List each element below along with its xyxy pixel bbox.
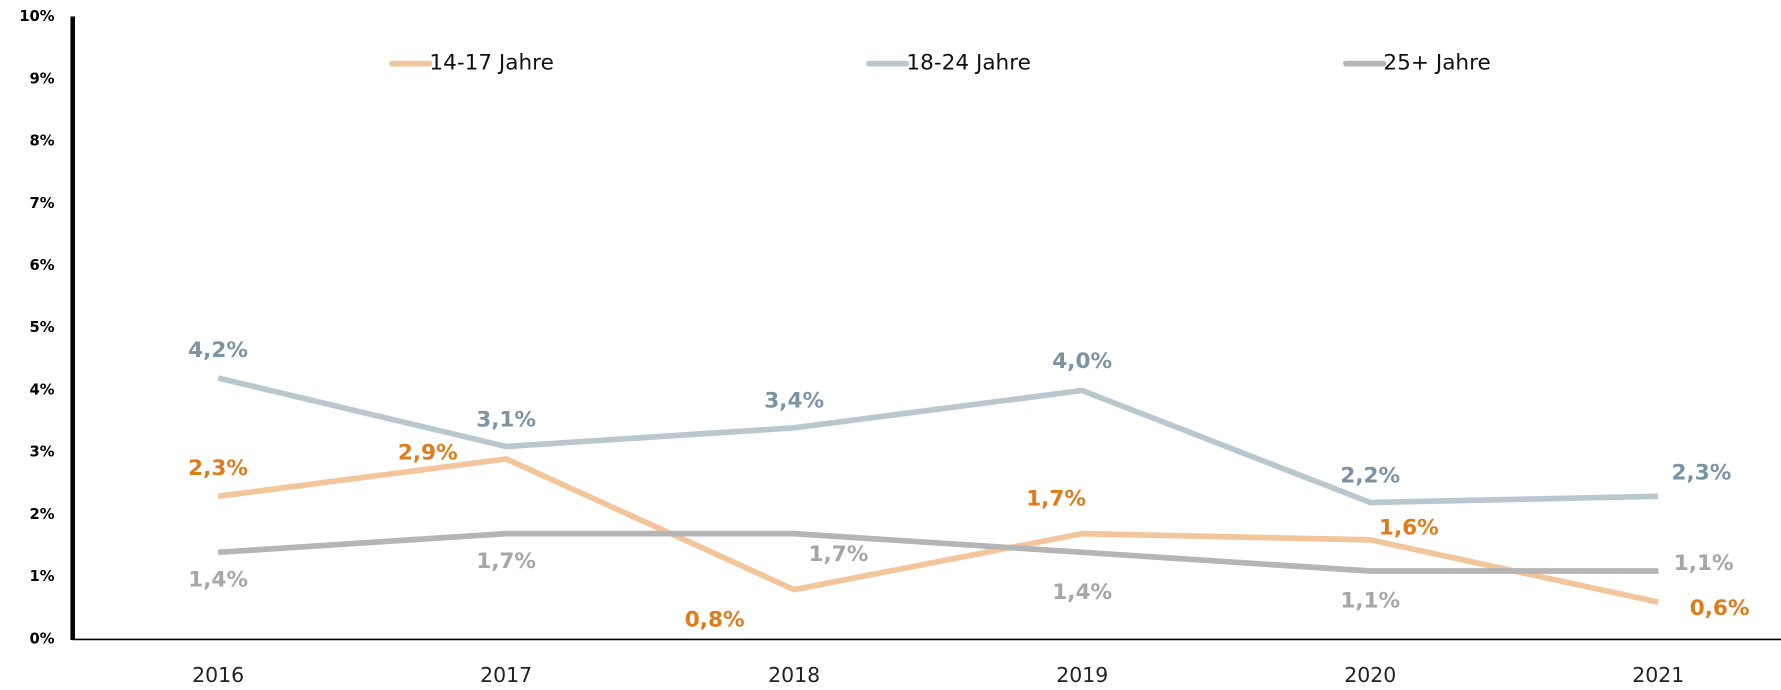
legend-label: 14-17 Jahre [429,51,554,76]
x-tick-label: 2019 [1056,663,1108,687]
y-tick-label: 8% [30,133,55,150]
y-tick-label: 4% [30,381,55,398]
x-tick-label: 2017 [480,663,532,687]
x-tick-label: 2018 [768,663,820,687]
value-label: 1,7% [476,549,536,574]
value-label: 1,1% [1340,589,1400,614]
x-tick-label: 2016 [192,663,244,687]
value-label: 3,4% [764,389,824,414]
value-label: 1,7% [809,542,869,567]
value-label: 1,4% [188,568,248,593]
line [217,530,1659,574]
y-tick-label: 10% [19,8,55,25]
value-label: 1,4% [1052,580,1112,605]
value-label: 1,6% [1379,516,1439,541]
value-label: 4,2% [188,338,248,363]
value-label: 3,1% [476,407,536,432]
value-label: 0,6% [1690,596,1750,621]
y-tick-label: 9% [30,70,55,87]
value-label: 1,7% [1026,487,1086,512]
y-tick-label: 3% [30,444,55,461]
y-tick-label: 6% [30,257,55,274]
y-tick-label: 5% [30,319,55,336]
legend-label: 25+ Jahre [1383,51,1490,76]
value-label: 0,8% [685,607,745,632]
line [217,375,1659,506]
x-tick-label: 2021 [1632,663,1684,687]
value-label: 2,3% [188,456,248,481]
value-label: 2,9% [398,440,458,465]
y-tick-label: 7% [30,195,55,212]
y-tick-label: 2% [30,506,55,523]
value-label: 4,0% [1052,349,1112,374]
x-tick-label: 2020 [1344,663,1396,687]
legend-label: 18-24 Jahre [906,51,1030,76]
value-label: 1,1% [1674,551,1734,576]
y-tick-label: 1% [30,568,55,585]
line [217,456,1659,605]
value-label: 2,2% [1340,463,1400,488]
value-label: 2,3% [1672,461,1732,486]
y-tick-label: 0% [30,630,55,647]
